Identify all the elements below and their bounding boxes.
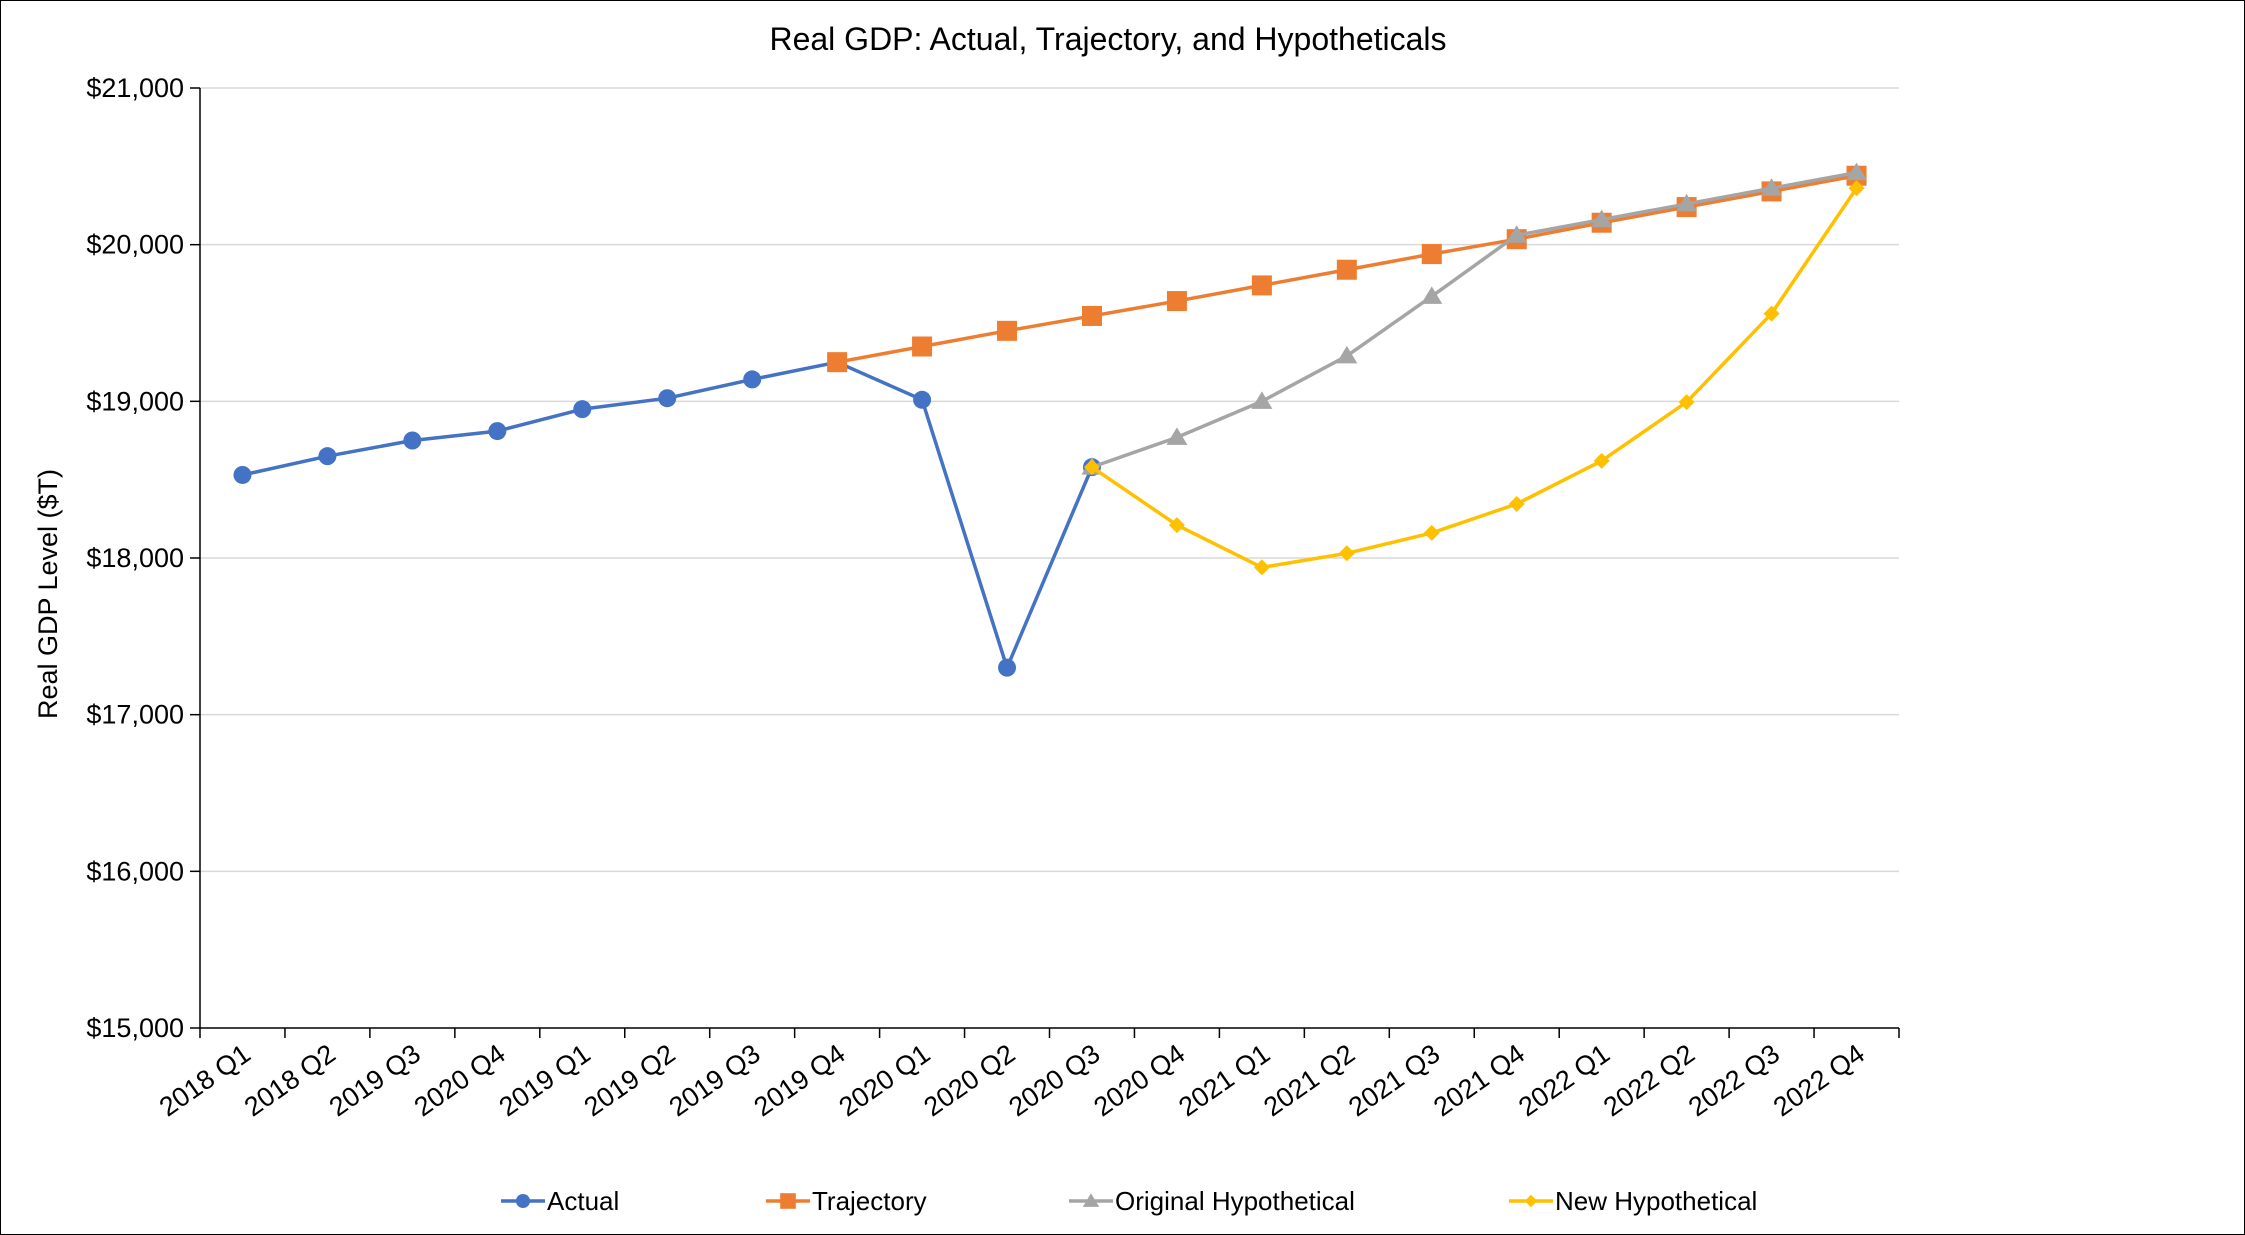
legend-label: Original Hypothetical	[1115, 1186, 1355, 1216]
legend-item-trajectory: Trajectory	[766, 1186, 927, 1216]
original-hypothetical-point	[1336, 345, 1358, 364]
actual-point	[998, 658, 1017, 677]
original-hypothetical-point	[1846, 162, 1868, 181]
new-hypothetical-point	[1253, 559, 1270, 576]
x-tick-label: 2020 Q3	[1003, 1038, 1105, 1122]
new-hypothetical-point	[1508, 495, 1525, 512]
y-tick-label: $21,000	[86, 73, 184, 103]
original-hypothetical-point	[1506, 225, 1528, 243]
trajectory-point	[997, 320, 1018, 341]
series-group	[233, 162, 1868, 677]
new-hypothetical-point	[1168, 517, 1185, 534]
x-tick-label: 2018 Q2	[239, 1038, 341, 1122]
x-tick-label: 2019 Q3	[664, 1038, 766, 1122]
y-tick-label: $16,000	[86, 856, 184, 886]
original-hypothetical-point	[1166, 427, 1188, 445]
original-hypothetical-point	[1251, 391, 1273, 409]
legend-marker	[1524, 1194, 1538, 1208]
legend-marker	[780, 1193, 796, 1209]
x-tick-label: 2020 Q4	[1088, 1038, 1190, 1122]
x-tick-label: 2022 Q3	[1683, 1038, 1785, 1122]
y-tick-label: $18,000	[86, 543, 184, 573]
legend-item-actual: Actual	[501, 1186, 619, 1216]
actual-point	[913, 390, 932, 409]
legend-item-original-hypothetical: Original Hypothetical	[1069, 1186, 1355, 1216]
new-hypothetical-point	[1593, 452, 1610, 469]
x-tick-label: 2020 Q2	[918, 1038, 1020, 1122]
legend-marker	[1082, 1193, 1100, 1207]
series-trajectory	[827, 165, 1867, 373]
x-tick-label: 2021 Q4	[1428, 1038, 1530, 1122]
legend-label: Trajectory	[812, 1186, 927, 1216]
original-hypothetical-point	[1421, 286, 1443, 304]
original-hypothetical-line	[1091, 170, 1857, 469]
actual-line	[242, 360, 1094, 670]
new-hypothetical-point	[1763, 305, 1780, 322]
legend-item-new-hypothetical: New Hypothetical	[1509, 1186, 1757, 1216]
actual-point	[403, 431, 422, 450]
y-tick-label: $17,000	[86, 700, 184, 730]
original-hypothetical-point	[1591, 209, 1613, 228]
series-actual	[233, 353, 1101, 677]
original-hypothetical-point	[1761, 178, 1783, 196]
series-new-hypothetical	[1083, 180, 1865, 576]
legend-marker	[515, 1193, 531, 1209]
original-hypothetical-point	[1676, 193, 1698, 212]
y-tick-label: $19,000	[86, 386, 184, 416]
actual-point	[658, 389, 677, 408]
x-tick-label: 2019 Q3	[324, 1038, 426, 1122]
x-tick-label: 2018 Q1	[154, 1038, 256, 1122]
x-tick-label: 2021 Q1	[1173, 1038, 1275, 1122]
trajectory-point	[1166, 291, 1187, 312]
new-hypothetical-point	[1848, 180, 1865, 197]
new-hypothetical-point	[1678, 394, 1695, 411]
y-axis-label: Real GDP Level ($T)	[33, 469, 63, 719]
x-tick-label: 2019 Q2	[579, 1038, 681, 1122]
y-tick-label: $20,000	[86, 230, 184, 260]
actual-point	[233, 465, 252, 484]
x-tick-label: 2021 Q3	[1343, 1038, 1445, 1122]
trajectory-point	[1251, 275, 1272, 296]
gridlines	[200, 87, 1899, 873]
x-tick-label: 2022 Q1	[1513, 1038, 1615, 1122]
axes	[190, 87, 1900, 1038]
actual-point	[488, 422, 507, 441]
x-tick-label: 2022 Q4	[1768, 1038, 1870, 1122]
x-tick-label: 2019 Q4	[749, 1038, 851, 1122]
new-hypothetical-point	[1083, 459, 1100, 476]
x-tick-label: 2019 Q1	[494, 1038, 596, 1122]
trajectory-point	[827, 352, 848, 373]
trajectory-point	[912, 336, 933, 357]
legend-label: New Hypothetical	[1555, 1186, 1757, 1216]
trajectory-point	[1081, 305, 1102, 326]
actual-point	[743, 370, 762, 389]
new-hypothetical-point	[1338, 545, 1355, 562]
series-original-hypothetical	[1081, 162, 1868, 475]
actual-point	[573, 400, 592, 419]
x-tick-label: 2021 Q2	[1258, 1038, 1360, 1122]
y-tick-labels: $15,000 $16,000 $17,000 $18,000 $19,000 $20,0…	[86, 73, 184, 1043]
x-tick-label: 2022 Q2	[1598, 1038, 1700, 1122]
x-tick-label: 2020 Q4	[409, 1038, 511, 1122]
trajectory-point	[1336, 259, 1357, 280]
trajectory-point	[1421, 244, 1442, 265]
legend-label: Actual	[547, 1186, 619, 1216]
actual-point	[318, 447, 337, 466]
x-tick-label: 2020 Q1	[833, 1038, 935, 1122]
new-hypothetical-point	[1423, 524, 1440, 541]
legend: Actual Trajectory Original Hypothetical New…	[501, 1186, 1757, 1216]
chart-title: Real GDP: Actual, Trajectory, and Hypoth…	[769, 21, 1446, 57]
y-tick-label: $15,000	[86, 1013, 184, 1043]
new-hypothetical-line	[1090, 187, 1858, 570]
